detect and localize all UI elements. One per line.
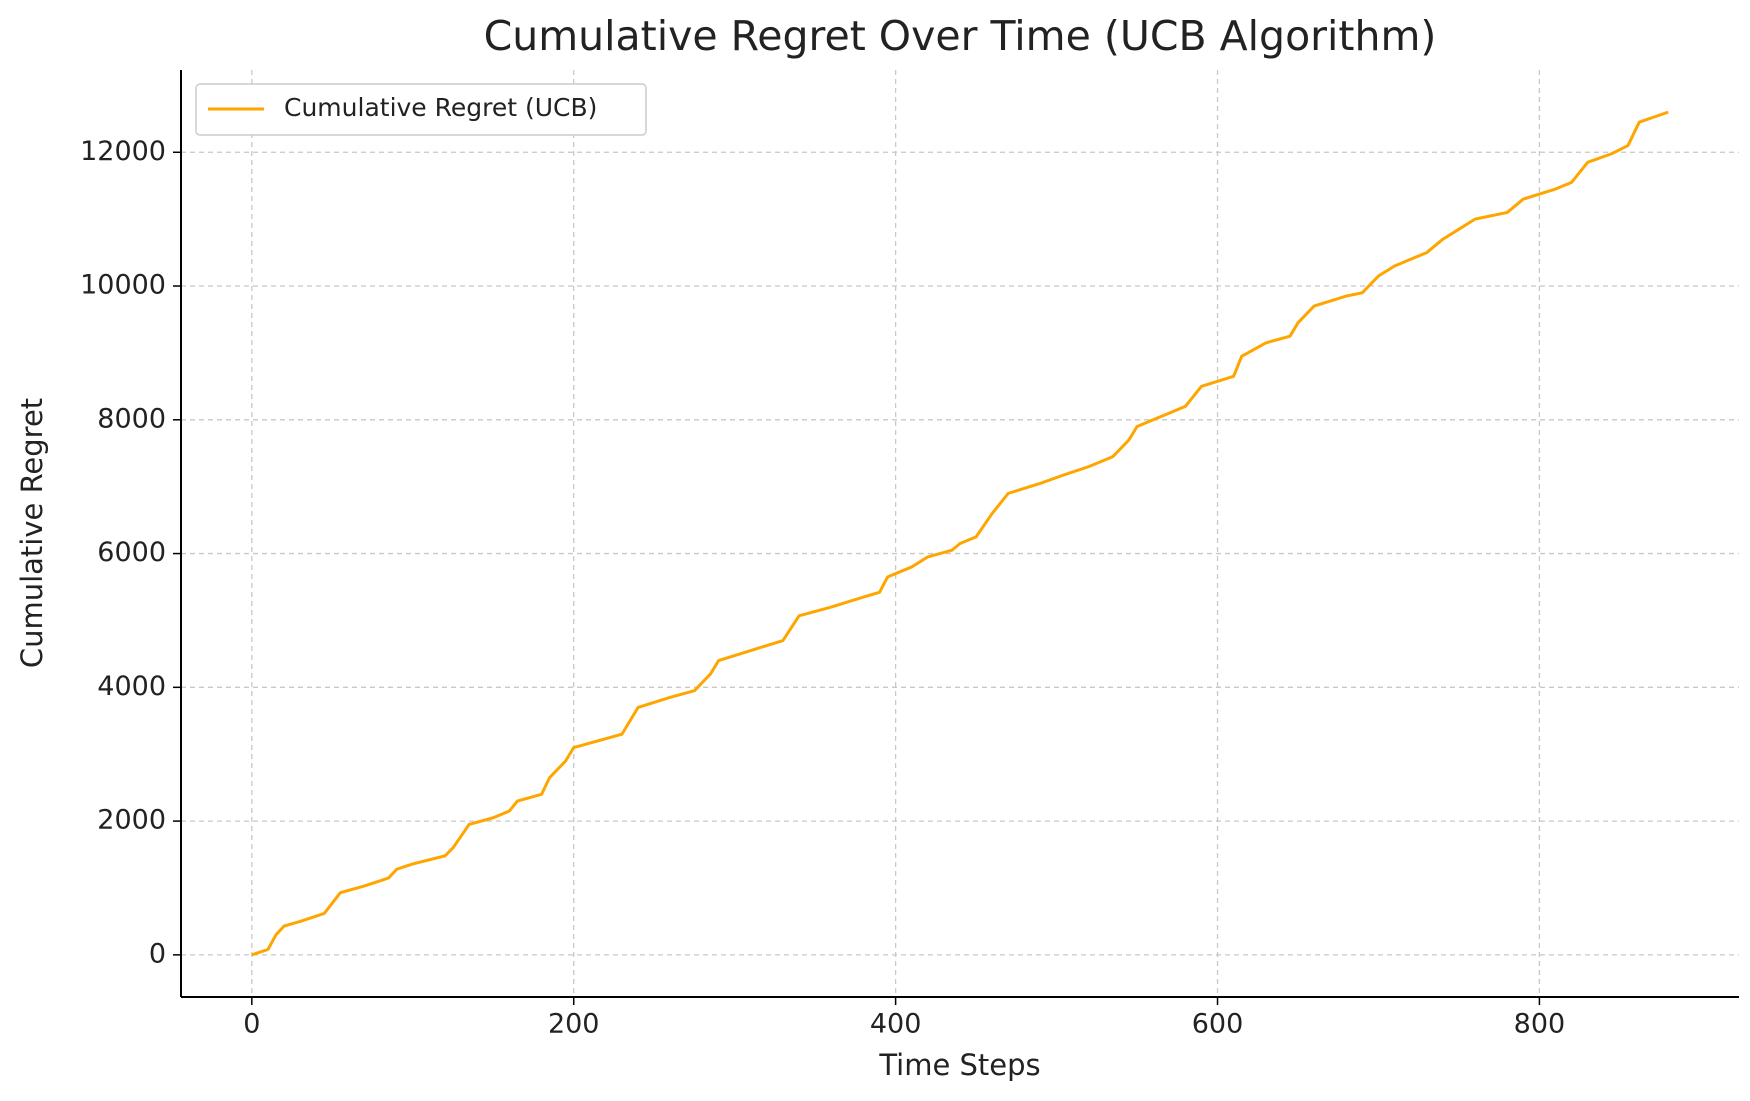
y-tick-label: 2000: [97, 805, 166, 836]
x-tick-label: 600: [1192, 1009, 1244, 1040]
y-tick-label: 12000: [80, 136, 166, 167]
legend: Cumulative Regret (UCB): [195, 83, 647, 136]
y-tick-label: 8000: [97, 403, 166, 434]
line-series: [251, 110, 1669, 957]
legend-label: Cumulative Regret (UCB): [284, 93, 597, 122]
y-axis-label: Cumulative Regret: [15, 398, 49, 668]
x-tick-label: 800: [1514, 1009, 1566, 1040]
y-tick-label: 4000: [97, 671, 166, 702]
x-tick-label: 200: [548, 1009, 600, 1040]
x-tick-label: 400: [870, 1009, 922, 1040]
y-tick-label: 0: [149, 938, 166, 969]
x-tick-label: 0: [243, 1009, 260, 1040]
y-tick-label: 6000: [97, 537, 166, 568]
y-tick-label: 10000: [80, 270, 166, 301]
legend-box: [195, 83, 647, 136]
x-axis-label: Time Steps: [878, 1048, 1040, 1082]
chart-title: Cumulative Regret Over Time (UCB Algorit…: [484, 12, 1437, 60]
